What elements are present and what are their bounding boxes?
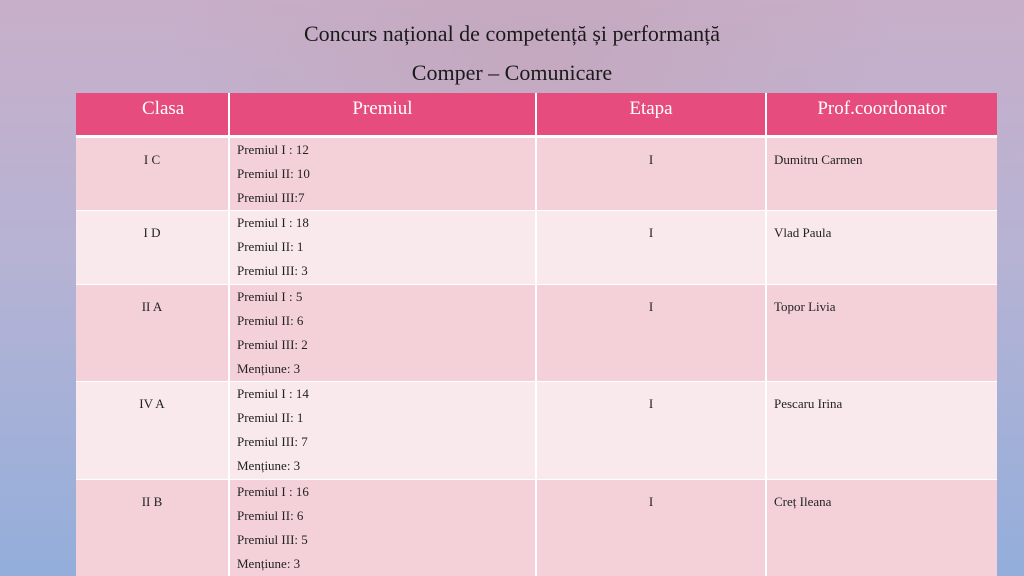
results-table: Clasa Premiul Etapa Prof.coordonator I C… [76, 93, 997, 576]
cell-etapa: I [536, 478, 767, 576]
cell-etapa: I [536, 135, 767, 210]
premiu-line: Premiul II: 1 [237, 238, 304, 254]
table-row: IV A Premiul I : 14 Premiul II: 1 Premiu… [76, 380, 997, 479]
cell-etapa: I [536, 209, 767, 284]
cell-prof: Vlad Paula [766, 209, 997, 284]
table-row: I D Premiul I : 18 Premiul II: 1 Premiul… [76, 209, 997, 284]
cell-etapa: I [536, 380, 767, 479]
cell-premii: Premiul I : 5 Premiul II: 6 Premiul III:… [229, 283, 537, 381]
slide-subtitle: Comper – Comunicare [411, 60, 613, 85]
cell-clasa: I C [76, 135, 230, 210]
premiu-line: Premiul III:7 [237, 189, 305, 205]
cell-premii: Premiul I : 14 Premiul II: 1 Premiul III… [229, 380, 537, 479]
table-row: II B Premiul I : 16 Premiul II: 6 Premiu… [76, 478, 997, 576]
table-row: I C Premiul I : 12 Premiul II: 10 Premiu… [76, 135, 997, 210]
premiu-line: Premiul II: 6 [237, 507, 304, 523]
cell-etapa: I [536, 283, 767, 381]
slide-title: Concurs național de competență și perfor… [303, 21, 721, 46]
premiu-line: Premiul III: 5 [237, 531, 308, 547]
premiu-line: Premiul III: 7 [237, 433, 308, 449]
cell-prof: Pescaru Irina [766, 380, 997, 479]
cell-premii: Premiul I : 18 Premiul II: 1 Premiul III… [229, 209, 537, 284]
cell-clasa: II B [76, 478, 230, 576]
column-header-premiul: Premiul [229, 93, 537, 138]
premiu-line: Premiul III: 3 [237, 262, 308, 278]
column-header-prof: Prof.coordonator [766, 93, 997, 138]
cell-prof: Creț Ileana [766, 478, 997, 576]
cell-clasa: I D [76, 209, 230, 284]
premiu-line: Mențiune: 3 [237, 360, 301, 376]
cell-clasa: IV A [76, 380, 230, 479]
cell-prof: Topor Livia [766, 283, 997, 381]
premiu-line: Premiul I : 18 [237, 214, 309, 230]
column-header-clasa: Clasa [76, 93, 230, 138]
cell-prof: Dumitru Carmen [766, 135, 997, 210]
premiu-line: Mențiune: 3 [237, 555, 301, 571]
premiu-line: Premiul I : 5 [237, 288, 303, 304]
cell-premii: Premiul I : 16 Premiul II: 6 Premiul III… [229, 478, 537, 576]
column-header-etapa: Etapa [536, 93, 767, 138]
premiu-line: Mențiune: 3 [237, 457, 301, 473]
premiu-line: Premiul II: 1 [237, 409, 304, 425]
premiu-line: Premiul III: 2 [237, 336, 308, 352]
premiu-line: Premiul II: 6 [237, 312, 304, 328]
premiu-line: Premiul II: 10 [237, 165, 310, 181]
cell-clasa: II A [76, 283, 230, 381]
table-row: II A Premiul I : 5 Premiul II: 6 Premiul… [76, 283, 997, 381]
cell-premii: Premiul I : 12 Premiul II: 10 Premiul II… [229, 135, 537, 210]
table-header-row: Clasa Premiul Etapa Prof.coordonator [76, 93, 997, 138]
premiu-line: Premiul I : 14 [237, 385, 309, 401]
premiu-line: Premiul I : 16 [237, 483, 309, 499]
premiu-line: Premiul I : 12 [237, 141, 309, 157]
